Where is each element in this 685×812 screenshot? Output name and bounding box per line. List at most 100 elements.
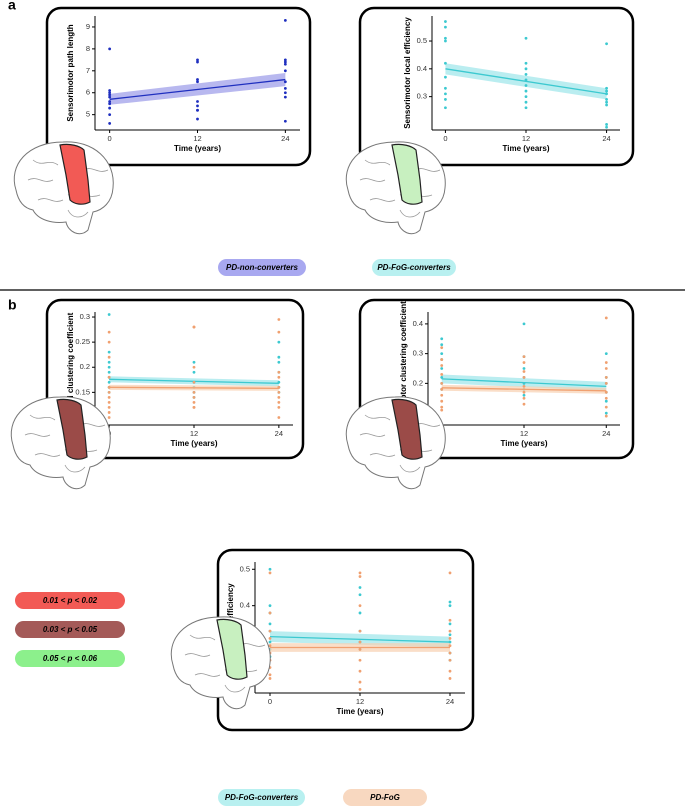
data-point	[440, 376, 444, 379]
data-point	[268, 637, 272, 640]
brain-outline	[10, 396, 111, 490]
data-point	[440, 405, 444, 409]
data-point	[604, 414, 608, 418]
data-point	[440, 373, 444, 376]
fit-line	[109, 78, 286, 100]
data-point	[440, 346, 444, 350]
data-point	[524, 78, 528, 82]
data-point	[107, 401, 111, 404]
brain-region	[391, 398, 423, 460]
data-point	[522, 322, 526, 326]
plot-frame	[358, 6, 635, 167]
x-tick-label: 12	[520, 429, 528, 438]
brain-region	[216, 618, 248, 680]
data-point	[604, 376, 608, 379]
data-point	[268, 640, 272, 644]
legend-label: PD-FoG-converters	[377, 263, 451, 272]
data-point	[107, 416, 111, 419]
data-point	[604, 381, 608, 385]
y-tick-label: 0.5	[417, 36, 427, 45]
data-point	[268, 677, 272, 680]
data-point	[277, 395, 281, 399]
data-point	[277, 406, 281, 409]
data-point	[440, 358, 444, 361]
brain	[10, 396, 111, 490]
data-point	[107, 370, 111, 374]
y-axis-title: Parietal clustering coefficient	[66, 312, 75, 424]
data-point	[192, 380, 196, 384]
data-point	[283, 119, 287, 123]
brain-region	[59, 143, 91, 205]
data-point	[196, 104, 199, 108]
y-tick-label: 5	[86, 110, 90, 119]
data-point	[196, 58, 199, 62]
data-point	[522, 384, 526, 388]
data-point	[444, 39, 447, 43]
legend-pill	[218, 789, 305, 806]
data-point	[192, 360, 196, 364]
data-point	[192, 395, 196, 399]
y-axis-title: Sensorimotor path length	[66, 24, 75, 121]
x-tick-label: 0	[443, 134, 447, 143]
data-point	[358, 647, 362, 651]
data-point	[448, 600, 452, 604]
data-point	[358, 571, 362, 575]
y-tick-label: 0.2	[80, 362, 90, 371]
data-point	[107, 390, 111, 394]
x-axis-title: Time (years)	[174, 144, 221, 153]
data-point	[358, 593, 362, 597]
data-point	[604, 361, 608, 364]
data-point	[440, 408, 444, 412]
data-point	[448, 677, 452, 680]
data-point	[108, 91, 112, 95]
data-point	[448, 644, 452, 648]
legend-pill	[15, 650, 125, 667]
data-point	[524, 67, 528, 71]
data-point	[448, 618, 452, 622]
legend-label: PD-non-converters	[226, 263, 299, 272]
data-point	[192, 365, 196, 369]
data-point	[448, 622, 452, 626]
data-point	[522, 390, 526, 394]
data-point	[196, 60, 199, 64]
y-axis-title: Sensorimotor clustering coefficient	[399, 301, 408, 436]
data-point	[524, 61, 528, 65]
data-point	[268, 567, 272, 571]
legend-pill	[372, 259, 456, 276]
data-point	[277, 416, 281, 419]
y-tick-label: 0.3	[417, 92, 427, 101]
data-point	[605, 98, 608, 101]
y-tick-label: 0.5	[240, 564, 250, 573]
x-axis-title: Time (years)	[171, 439, 218, 448]
data-point	[522, 402, 526, 406]
data-point	[358, 629, 362, 633]
data-point	[522, 370, 526, 373]
data-point	[108, 113, 112, 117]
brain	[345, 141, 446, 235]
y-tick-label: 9	[86, 22, 90, 31]
data-point	[522, 396, 526, 400]
data-point	[192, 390, 196, 394]
data-point	[277, 340, 281, 344]
x-axis-title: Time (years)	[501, 439, 548, 448]
x-tick-label: 12	[190, 429, 198, 438]
data-point	[524, 72, 528, 76]
data-point	[522, 367, 526, 370]
x-axis-title: Time (years)	[503, 144, 550, 153]
data-point	[277, 360, 281, 364]
data-point	[522, 355, 526, 359]
data-point	[604, 411, 608, 415]
data-point	[283, 62, 287, 66]
data-point	[444, 86, 447, 90]
legend-pill	[15, 621, 125, 638]
data-point	[440, 387, 444, 391]
data-point	[358, 611, 362, 615]
data-point	[605, 89, 608, 93]
data-point	[107, 340, 111, 344]
legend-pill	[218, 259, 306, 276]
fit-line	[441, 387, 607, 392]
data-point	[277, 385, 281, 389]
data-point	[268, 571, 272, 575]
data-point	[524, 100, 528, 104]
data-point	[358, 687, 362, 691]
